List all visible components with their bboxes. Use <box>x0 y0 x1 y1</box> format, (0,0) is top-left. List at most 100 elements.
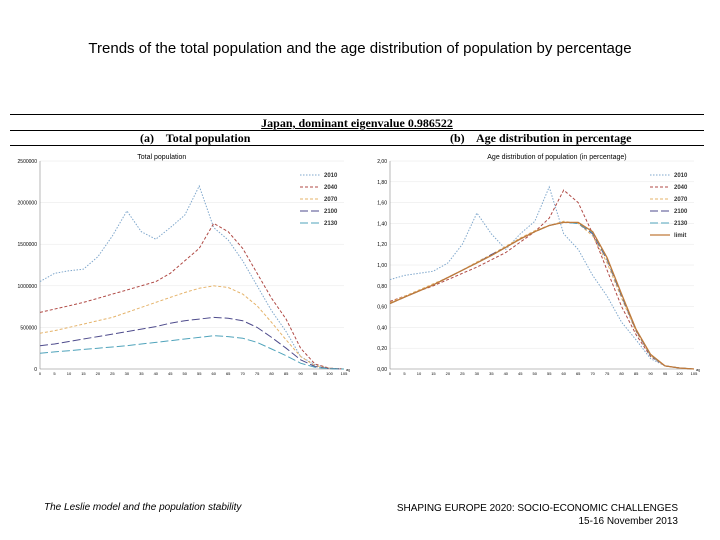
x-tick-label: 90 <box>298 371 303 376</box>
x-tick-label: 20 <box>446 371 451 376</box>
x-tick-label: 105 <box>691 371 698 376</box>
x-axis-label: age <box>696 367 700 372</box>
x-tick-label: 50 <box>533 371 538 376</box>
x-tick-label: 65 <box>226 371 231 376</box>
x-tick-label: 85 <box>284 371 289 376</box>
series-line-2070 <box>39 285 345 370</box>
x-tick-label: 80 <box>269 371 274 376</box>
x-tick-label: 60 <box>211 371 216 376</box>
x-tick-label: 40 <box>504 371 509 376</box>
legend-label-2040: 2040 <box>324 185 338 191</box>
x-tick-label: 70 <box>240 371 245 376</box>
x-tick-label: 45 <box>518 371 523 376</box>
footer-right-line2: 15-16 November 2013 <box>578 516 678 527</box>
series-line-2040 <box>389 189 695 370</box>
y-tick-label: 2,00 <box>377 159 387 165</box>
x-axis-label: age <box>346 367 350 372</box>
x-tick-label: 100 <box>676 371 683 376</box>
y-tick-label: 1000000 <box>18 284 38 290</box>
panel-a-label: (a) <box>140 131 154 145</box>
y-tick-label: 0,00 <box>377 367 387 373</box>
y-tick-label: 1,00 <box>377 263 387 269</box>
footer-right: SHAPING EUROPE 2020: SOCIO-ECONOMIC CHAL… <box>397 502 678 528</box>
x-tick-label: 55 <box>197 371 202 376</box>
y-tick-label: 1,40 <box>377 221 387 227</box>
series-line-2070 <box>389 220 695 370</box>
series-line-2010 <box>389 185 695 370</box>
series-line-2130 <box>39 335 345 370</box>
x-tick-label: 25 <box>460 371 465 376</box>
x-tick-label: 35 <box>489 371 494 376</box>
x-tick-label: 35 <box>139 371 144 376</box>
y-tick-label: 0,40 <box>377 325 387 331</box>
panel-a-title: Total population <box>165 131 251 145</box>
legend-label-2130: 2130 <box>324 221 338 227</box>
x-tick-label: 5 <box>403 371 406 376</box>
x-tick-label: 90 <box>648 371 653 376</box>
legend-label-2070: 2070 <box>324 197 338 203</box>
x-tick-label: 105 <box>341 371 348 376</box>
figure-heading-rule <box>10 145 704 146</box>
x-tick-label: 30 <box>125 371 130 376</box>
series-line-2040 <box>39 222 345 370</box>
x-tick-label: 55 <box>547 371 552 376</box>
x-tick-label: 65 <box>576 371 581 376</box>
legend-label-2040: 2040 <box>674 185 688 191</box>
x-tick-label: 15 <box>81 371 86 376</box>
y-tick-label: 1,20 <box>377 242 387 248</box>
x-tick-label: 0 <box>39 371 42 376</box>
x-tick-label: 95 <box>663 371 668 376</box>
x-tick-label: 100 <box>326 371 333 376</box>
y-tick-label: 0,80 <box>377 284 387 290</box>
x-tick-label: 70 <box>590 371 595 376</box>
y-tick-label: 2000000 <box>18 201 38 207</box>
y-tick-label: 500000 <box>20 325 37 331</box>
legend-label-limit: limit <box>674 233 686 239</box>
legend-label-2070: 2070 <box>674 197 688 203</box>
x-tick-label: 50 <box>183 371 188 376</box>
series-line-2010 <box>39 184 345 370</box>
y-tick-label: 0 <box>34 367 37 373</box>
figure-top-rule <box>10 114 704 115</box>
panel-a-heading: (a) Total population <box>140 131 250 146</box>
x-tick-label: 75 <box>605 371 610 376</box>
y-tick-label: 1500000 <box>18 242 38 248</box>
x-tick-label: 85 <box>634 371 639 376</box>
figure-title-rule <box>10 130 704 131</box>
legend-label-2130: 2130 <box>674 221 688 227</box>
panel-b-label: (b) <box>450 131 465 145</box>
total-population-chart: Total population050000010000001500000200… <box>18 154 350 376</box>
x-tick-label: 10 <box>417 371 422 376</box>
y-tick-label: 2500000 <box>18 159 38 165</box>
x-tick-label: 45 <box>168 371 173 376</box>
x-tick-label: 30 <box>475 371 480 376</box>
series-line-limit <box>389 221 695 370</box>
figure-panel: Japan, dominant eigenvalue 0.986522 (a) … <box>10 114 704 384</box>
legend-label-2100: 2100 <box>674 209 688 215</box>
x-tick-label: 75 <box>255 371 260 376</box>
panel-b-heading: (b) Age distribution in percentage <box>450 131 631 146</box>
slide-title: Trends of the total population and the a… <box>88 40 632 57</box>
figure-title: Japan, dominant eigenvalue 0.986522 <box>261 116 453 130</box>
x-tick-label: 80 <box>619 371 624 376</box>
x-tick-label: 10 <box>67 371 72 376</box>
x-tick-label: 25 <box>110 371 115 376</box>
footer-left: The Leslie model and the population stab… <box>44 502 242 513</box>
chart-0-inner-title: Total population <box>137 154 186 161</box>
x-tick-label: 5 <box>53 371 56 376</box>
panel-b-title: Age distribution in percentage <box>476 131 632 145</box>
chart-1-inner-title: Age distribution of population (in perce… <box>487 154 626 161</box>
legend-label-2100: 2100 <box>324 209 338 215</box>
y-tick-label: 1,60 <box>377 201 387 207</box>
x-tick-label: 95 <box>313 371 318 376</box>
legend-label-2010: 2010 <box>674 173 688 179</box>
x-tick-label: 15 <box>431 371 436 376</box>
x-tick-label: 0 <box>389 371 392 376</box>
footer-right-line1: SHAPING EUROPE 2020: SOCIO-ECONOMIC CHAL… <box>396 503 678 514</box>
x-tick-label: 40 <box>154 371 159 376</box>
x-tick-label: 20 <box>96 371 101 376</box>
series-line-2100 <box>39 316 345 370</box>
y-tick-label: 1,80 <box>377 180 387 186</box>
age-distribution-chart: Age distribution of population (in perce… <box>377 154 700 376</box>
y-tick-label: 0,60 <box>377 305 387 311</box>
